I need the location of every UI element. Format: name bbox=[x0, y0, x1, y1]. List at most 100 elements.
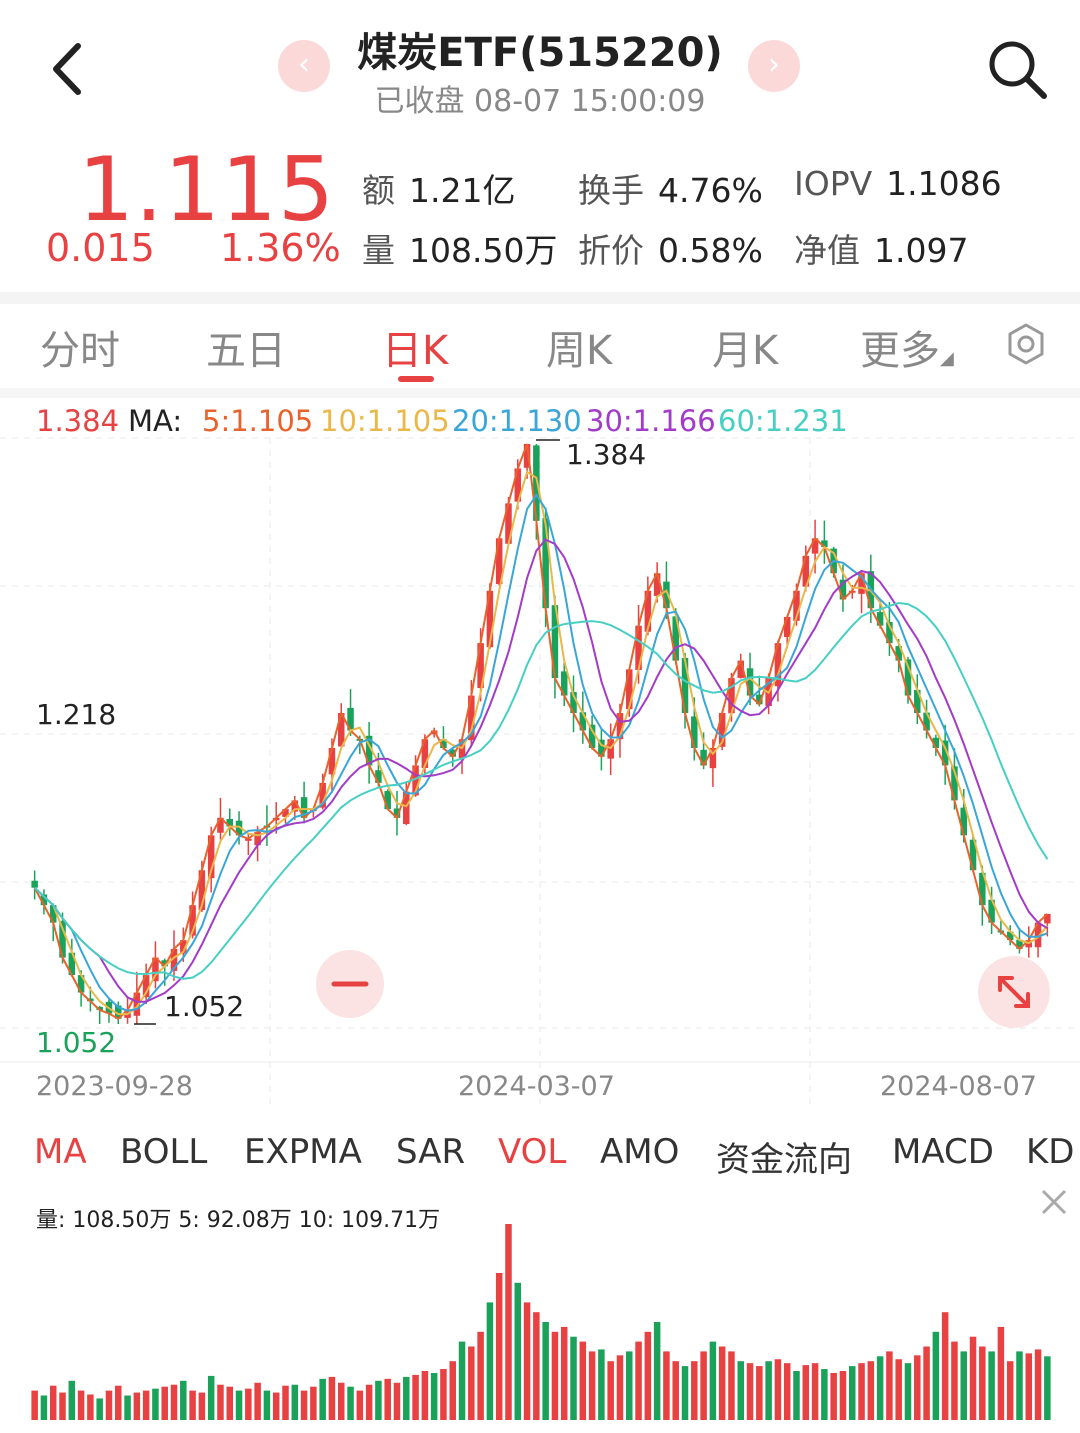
indicator-fund-flow[interactable]: 资金流向 bbox=[716, 1140, 852, 1180]
indicator-vol[interactable]: VOL bbox=[498, 1132, 567, 1172]
tab-five-day[interactable]: 五日 bbox=[206, 328, 286, 374]
search-button[interactable] bbox=[982, 34, 1052, 104]
volume-bar bbox=[440, 1369, 447, 1420]
candle bbox=[449, 749, 456, 757]
volume-bar bbox=[328, 1376, 336, 1420]
volume-bar bbox=[170, 1384, 178, 1420]
volume-bar bbox=[495, 1273, 503, 1420]
volume-bar bbox=[588, 1351, 596, 1420]
candle bbox=[858, 573, 865, 594]
candle bbox=[40, 894, 48, 906]
volume-bar bbox=[375, 1380, 382, 1420]
volume-bar bbox=[914, 1355, 921, 1420]
max-price-label: 1.384 bbox=[566, 438, 646, 471]
volume-bar bbox=[542, 1322, 549, 1420]
stat-key: 净值 bbox=[794, 231, 860, 270]
candle bbox=[579, 712, 587, 731]
candle bbox=[1006, 931, 1014, 941]
candlestick-chart[interactable]: 1.218 1.052 1.384 1.052 2023-09-28 2024-… bbox=[0, 430, 1080, 1120]
tab-more-label: 更多 bbox=[860, 328, 940, 374]
tab-weekly-k[interactable]: 周K bbox=[546, 328, 613, 374]
candle bbox=[681, 657, 689, 714]
candle bbox=[514, 468, 522, 502]
indicator-macd[interactable]: MACD bbox=[892, 1132, 994, 1172]
volume-bar bbox=[728, 1351, 735, 1420]
indicator-ma[interactable]: MA bbox=[34, 1132, 87, 1172]
candle bbox=[923, 712, 930, 731]
market-status: 已收盘 08-07 15:00:09 bbox=[374, 84, 706, 119]
volume-bar bbox=[430, 1372, 438, 1420]
candle bbox=[384, 790, 391, 810]
candle bbox=[737, 660, 745, 678]
tab-more[interactable]: 更多◢ bbox=[860, 318, 954, 376]
tab-monthly-k[interactable]: 月K bbox=[712, 328, 779, 374]
zoom-out-button[interactable] bbox=[316, 950, 384, 1018]
volume-bar bbox=[217, 1384, 224, 1420]
indicator-kd[interactable]: KD bbox=[1026, 1132, 1075, 1172]
previous-security-button[interactable]: ‹ bbox=[278, 40, 330, 92]
volume-bar bbox=[198, 1392, 206, 1420]
candle bbox=[337, 713, 345, 747]
volume-bar bbox=[848, 1366, 856, 1420]
price-change: 0.015 bbox=[46, 226, 155, 270]
candle bbox=[505, 503, 512, 544]
divider bbox=[0, 388, 1080, 398]
close-icon bbox=[1041, 1189, 1067, 1215]
indicator-expma[interactable]: EXPMA bbox=[244, 1132, 362, 1172]
triangle-down-icon: ◢ bbox=[940, 348, 954, 369]
volume-bar bbox=[663, 1351, 670, 1420]
volume-bar bbox=[207, 1375, 215, 1420]
volume-bar bbox=[681, 1366, 689, 1420]
candle bbox=[328, 747, 336, 775]
candle bbox=[189, 905, 196, 936]
candle bbox=[49, 905, 57, 923]
candle bbox=[783, 616, 791, 638]
candle bbox=[365, 735, 373, 766]
close-volume-panel-button[interactable] bbox=[1038, 1186, 1070, 1218]
tab-intraday[interactable]: 分时 bbox=[40, 328, 120, 374]
volume-bar bbox=[458, 1341, 466, 1420]
back-button[interactable] bbox=[40, 34, 100, 104]
candle bbox=[941, 740, 949, 766]
volume-bar bbox=[533, 1312, 540, 1420]
next-security-button[interactable]: › bbox=[748, 40, 800, 92]
indicator-amo[interactable]: AMO bbox=[600, 1132, 680, 1172]
volume-bar bbox=[365, 1384, 373, 1420]
volume-bar bbox=[347, 1386, 354, 1420]
x-axis-label: 2024-08-07 bbox=[880, 1071, 1037, 1102]
volume-bar bbox=[105, 1390, 113, 1420]
indicator-sar[interactable]: SAR bbox=[396, 1132, 466, 1172]
expand-button[interactable] bbox=[978, 956, 1050, 1028]
volume-bar bbox=[152, 1388, 159, 1420]
candle bbox=[774, 643, 782, 687]
volume-bar bbox=[969, 1336, 977, 1420]
chevron-left-icon bbox=[53, 43, 81, 95]
volume-bar bbox=[904, 1363, 912, 1420]
candle bbox=[979, 872, 986, 906]
candle bbox=[87, 998, 94, 1002]
stat-key: IOPV bbox=[794, 164, 873, 203]
indicator-boll[interactable]: BOLL bbox=[120, 1132, 208, 1172]
active-tab-indicator bbox=[398, 376, 434, 382]
volume-bar bbox=[133, 1392, 141, 1420]
volume-bar bbox=[941, 1312, 949, 1420]
candle bbox=[542, 518, 549, 609]
chart-settings-button[interactable] bbox=[1004, 322, 1048, 366]
volume-bar bbox=[226, 1386, 234, 1420]
ma-line-ma30 bbox=[33, 538, 1048, 1003]
volume-bar bbox=[811, 1363, 819, 1420]
volume-bar bbox=[49, 1385, 57, 1420]
volume-bar bbox=[1016, 1351, 1023, 1420]
candle bbox=[914, 689, 921, 714]
volume-bar bbox=[560, 1326, 568, 1420]
candle bbox=[421, 739, 429, 768]
volume-bar-series bbox=[31, 1224, 1051, 1420]
candle bbox=[495, 538, 503, 585]
candle bbox=[960, 807, 967, 836]
candle bbox=[886, 622, 893, 644]
volume-bar bbox=[793, 1371, 800, 1420]
volume-bar bbox=[570, 1336, 577, 1420]
volume-bar bbox=[412, 1374, 419, 1420]
volume-bar bbox=[737, 1361, 745, 1420]
tab-daily-k[interactable]: 日K bbox=[382, 328, 449, 374]
